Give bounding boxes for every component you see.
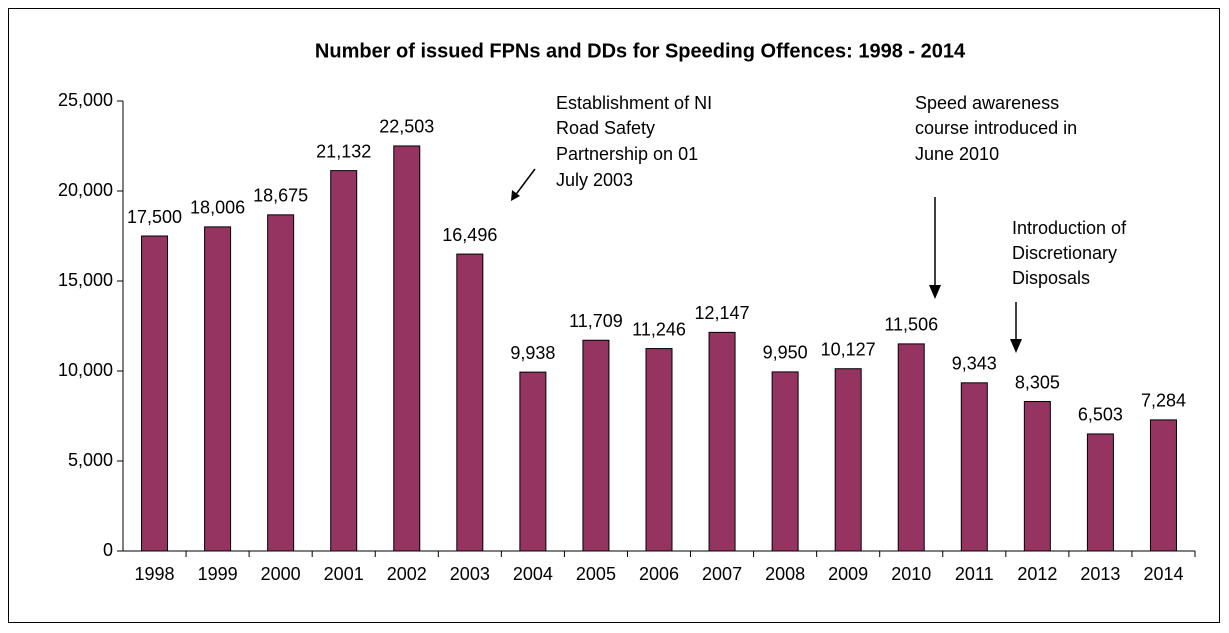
arrow-head: [511, 190, 520, 201]
bar: [1023, 401, 1051, 552]
bar: [771, 371, 799, 552]
data-label: 11,246: [632, 319, 686, 339]
x-tick-label: 2003: [450, 564, 490, 584]
annotation-text: Introduction of: [1012, 218, 1127, 238]
x-tick-label: 2012: [1017, 564, 1057, 584]
annotation-text: Establishment of NI: [556, 93, 712, 113]
bar: [645, 348, 673, 552]
bar: [204, 226, 232, 552]
y-tick-label: 25,000: [58, 90, 113, 110]
data-label: 16,496: [442, 225, 497, 245]
data-label: 21,132: [316, 141, 371, 161]
x-tick-label: 2008: [765, 564, 805, 584]
x-tick-label: 2014: [1143, 564, 1183, 584]
bar: [708, 331, 736, 552]
x-tick-label: 2013: [1080, 564, 1120, 584]
annotation-text: July 2003: [556, 170, 633, 190]
data-label: 11,506: [884, 315, 938, 335]
bar: [519, 371, 547, 552]
data-label: 7,284: [1141, 391, 1186, 411]
data-label: 17,500: [127, 207, 182, 227]
x-tick-label: 2007: [702, 564, 742, 584]
bar: [141, 235, 169, 552]
annotation-text: June 2010: [915, 144, 999, 164]
x-tick-label: 2002: [387, 564, 427, 584]
x-tick-label: 2011: [955, 564, 994, 584]
annotation-text: Speed awareness: [915, 93, 1059, 113]
annotation: Establishment of NI Road Safety Partners…: [511, 93, 712, 201]
bar: [1086, 433, 1114, 552]
annotation: Introduction of Discretionary Disposals: [1010, 218, 1127, 353]
annotation-text: Disposals: [1012, 268, 1090, 288]
bar: [267, 214, 295, 552]
data-label: 12,147: [695, 303, 750, 323]
bar: [456, 253, 484, 552]
x-tick-label: 2006: [639, 564, 679, 584]
annotation: Speed awareness course introduced in Jun…: [915, 93, 1077, 299]
data-label: 18,675: [253, 186, 308, 206]
data-label: 10,127: [821, 339, 876, 359]
annotation-text: Partnership on 01: [556, 144, 698, 164]
arrow-head: [929, 285, 941, 299]
x-tick-label: 1998: [135, 564, 175, 584]
chart-title: Number of issued FPNs and DDs for Speedi…: [315, 40, 966, 62]
bar: [960, 382, 988, 552]
x-tick-label: 2005: [576, 564, 616, 584]
bar: [330, 170, 358, 552]
y-tick-label: 5,000: [68, 450, 113, 470]
x-tick-label: 2009: [828, 564, 868, 584]
x-tick-label: 2004: [513, 564, 553, 584]
bar: [1149, 419, 1177, 552]
bar: [582, 339, 610, 552]
annotation-text: Road Safety: [556, 118, 655, 138]
annotation-text: Discretionary: [1012, 243, 1117, 263]
x-tick-label: 2010: [891, 564, 931, 584]
data-label: 6,503: [1078, 405, 1123, 425]
x-tick-label: 2000: [261, 564, 301, 584]
y-tick-label: 15,000: [58, 270, 113, 290]
data-label: 9,938: [510, 343, 555, 363]
data-label: 18,006: [190, 198, 245, 218]
data-label: 22,503: [379, 117, 434, 137]
y-tick-label: 20,000: [58, 180, 113, 200]
bar: [834, 368, 862, 552]
x-tick-label: 2001: [324, 564, 364, 584]
data-label: 8,305: [1015, 372, 1060, 392]
data-label: 9,950: [763, 343, 808, 363]
y-tick-label: 10,000: [58, 360, 113, 380]
arrow: [513, 168, 536, 198]
data-label: 9,343: [952, 354, 997, 374]
arrow-head: [1010, 339, 1022, 353]
annotation-text: course introduced in: [915, 118, 1077, 138]
x-tick-label: 1999: [198, 564, 238, 584]
y-tick-label: 0: [103, 540, 113, 560]
bar: [897, 343, 925, 552]
bar: [393, 145, 421, 552]
data-label: 11,709: [569, 311, 623, 331]
